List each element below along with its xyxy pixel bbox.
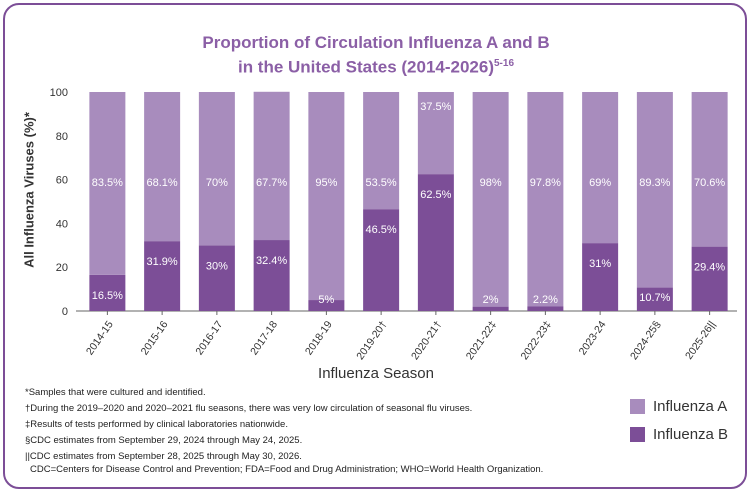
y-tick-label: 0 — [62, 306, 68, 318]
data-label-influenza-a: 83.5% — [92, 177, 123, 189]
footnote: §CDC estimates from September 29, 2024 t… — [25, 435, 303, 446]
x-tick-label: 2025-26|| — [683, 319, 718, 362]
bar-influenza-b — [363, 209, 400, 311]
x-tick-label: 2016-17 — [193, 319, 225, 358]
footnote: †During the 2019–2020 and 2020–2021 flu … — [25, 403, 473, 414]
data-label-influenza-a: 97.8% — [530, 177, 561, 189]
bar-influenza-b — [582, 243, 619, 311]
bar-influenza-a — [417, 92, 454, 175]
data-label-influenza-b: 32.4% — [256, 255, 287, 267]
footnote: *Samples that were cultured and identifi… — [25, 387, 206, 398]
data-label-influenza-a: 70.6% — [694, 177, 725, 189]
bar-influenza-a — [582, 92, 619, 244]
legend-item-influenza-a: Influenza A — [630, 396, 728, 416]
x-tick-label: 2024-25§ — [628, 319, 663, 362]
data-label-influenza-a: 37.5% — [420, 101, 451, 113]
x-tick-label: 2018-19 — [303, 319, 335, 358]
data-label-influenza-b: 62.5% — [420, 189, 451, 201]
bar-influenza-a — [89, 92, 126, 275]
data-label-influenza-a: 98% — [480, 177, 502, 189]
bar-influenza-a — [363, 92, 400, 210]
footnote: ||CDC estimates from September 28, 2025 … — [25, 451, 302, 462]
bar-influenza-b — [691, 246, 728, 311]
bar-influenza-b — [527, 306, 564, 311]
data-label-influenza-a: 69% — [589, 177, 611, 189]
data-label-influenza-b: 2.2% — [533, 294, 558, 306]
x-tick-label: 2021-22‡ — [464, 319, 499, 362]
y-tick-label: 60 — [56, 175, 68, 187]
data-label-influenza-b: 30% — [206, 260, 228, 272]
bar-influenza-a — [253, 91, 290, 241]
legend-label-influenza-a: Influenza A — [653, 397, 728, 415]
data-label-influenza-b: 16.5% — [92, 290, 123, 302]
data-label-influenza-b: 46.5% — [366, 224, 397, 236]
bar-influenza-b — [144, 241, 181, 311]
x-tick-label: 2019-20† — [354, 319, 389, 362]
abbreviations: CDC=Centers for Disease Control and Prev… — [30, 464, 544, 475]
bar-influenza-a — [636, 92, 673, 288]
legend-swatch-influenza-a — [630, 398, 645, 414]
y-tick-label: 20 — [56, 262, 68, 274]
x-tick-label: 2023-24 — [577, 319, 609, 358]
x-tick-label: 2015-16 — [139, 319, 171, 358]
data-label-influenza-b: 31.9% — [147, 256, 178, 268]
bar-influenza-a — [308, 92, 345, 301]
data-label-influenza-a: 95% — [315, 177, 337, 189]
legend-item-influenza-b: Influenza B — [630, 424, 728, 444]
chart-title: Proportion of Circulation Influenza A an… — [0, 32, 752, 78]
data-label-influenza-b: 29.4% — [694, 262, 725, 274]
data-label-influenza-a: 70% — [206, 177, 228, 189]
title-line-1: Proportion of Circulation Influenza A an… — [202, 33, 550, 52]
y-tick-label: 80 — [56, 131, 68, 143]
title-superscript: 5-16 — [494, 58, 515, 69]
x-tick-label: 2022-23‡ — [519, 319, 554, 362]
data-label-influenza-b: 31% — [589, 258, 611, 270]
bar-influenza-b — [198, 245, 235, 311]
bar-influenza-b — [636, 287, 673, 311]
x-tick-label: 2020-21† — [409, 319, 444, 362]
chart-frame — [3, 3, 747, 489]
x-axis-label: Influenza Season — [318, 365, 434, 382]
bar-influenza-a — [472, 92, 509, 307]
data-label-influenza-b: 2% — [483, 294, 499, 306]
x-tick-label: 2014-15 — [84, 319, 116, 358]
data-label-influenza-b: 5% — [318, 294, 334, 306]
bar-influenza-b — [308, 300, 345, 311]
data-label-influenza-a: 67.7% — [256, 177, 287, 189]
bar-influenza-b — [417, 174, 454, 311]
bar-influenza-a — [144, 92, 181, 242]
y-tick-label: 100 — [50, 87, 68, 99]
bar-influenza-b — [472, 306, 509, 311]
footnote: ‡Results of tests performed by clinical … — [25, 419, 288, 430]
bar-influenza-b — [253, 240, 290, 311]
title-line-2: in the United States (2014-2026) — [237, 57, 494, 77]
bar-influenza-a — [198, 92, 235, 246]
legend-label-influenza-b: Influenza B — [653, 425, 729, 443]
data-label-influenza-a: 89.3% — [639, 177, 670, 189]
data-label-influenza-a: 68.1% — [147, 177, 178, 189]
footnotes: *Samples that were cultured and identifi… — [25, 385, 472, 465]
data-label-influenza-a: 53.5% — [366, 177, 397, 189]
x-tick-label: 2017-18 — [248, 319, 280, 358]
legend: Influenza A Influenza B — [630, 396, 728, 452]
bar-influenza-a — [527, 92, 564, 307]
legend-swatch-influenza-b — [630, 426, 645, 442]
data-label-influenza-b: 10.7% — [639, 292, 670, 304]
bar-influenza-a — [691, 92, 728, 247]
bar-influenza-b — [89, 274, 126, 311]
y-tick-label: 40 — [56, 218, 68, 230]
